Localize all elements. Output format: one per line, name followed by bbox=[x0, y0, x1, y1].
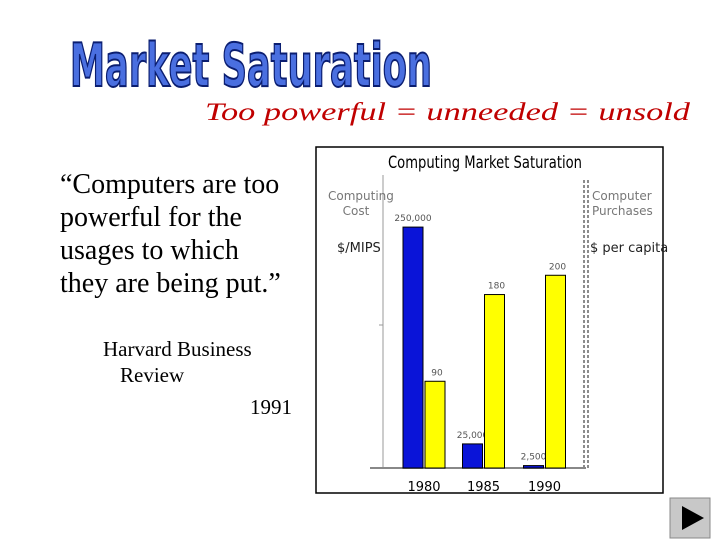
slide-subtitle: Too powerful = unneeded = unsold bbox=[205, 99, 691, 126]
bar bbox=[402, 226, 424, 469]
attribution-line: Review bbox=[120, 363, 185, 387]
value-label: 2,500 bbox=[521, 453, 547, 463]
quote-line: powerful for the bbox=[60, 202, 242, 233]
value-label: 25,000 bbox=[457, 431, 489, 441]
bar bbox=[545, 274, 566, 469]
quote-line: usages to which bbox=[60, 235, 239, 266]
attribution-line: 1991 bbox=[250, 395, 292, 419]
bar bbox=[523, 465, 544, 469]
next-arrow[interactable] bbox=[682, 506, 704, 530]
y-axis-label: Computing Cost bbox=[328, 189, 394, 218]
bar bbox=[424, 380, 446, 469]
bar bbox=[462, 443, 483, 469]
next-button[interactable] bbox=[669, 497, 711, 539]
quote-line: they are being put.” bbox=[60, 268, 281, 299]
x-tick-label: 1990 bbox=[528, 480, 561, 495]
y2-axis-label: Computer Purchases bbox=[592, 189, 653, 218]
value-label: 200 bbox=[549, 262, 566, 272]
chart-title: Computing Market Saturation bbox=[388, 153, 582, 173]
y2-axis-unit: $ per capita bbox=[590, 241, 668, 256]
y-axis-unit: $/MIPS bbox=[337, 241, 381, 256]
attribution-line: Harvard Business bbox=[103, 337, 252, 361]
quote-line: “Computers are too bbox=[60, 169, 279, 200]
value-label: 180 bbox=[488, 282, 505, 292]
slide-title: Market Saturation bbox=[70, 31, 432, 101]
value-label: 250,000 bbox=[394, 214, 431, 224]
bar bbox=[484, 294, 505, 469]
x-tick-label: 1980 bbox=[407, 480, 440, 495]
x-tick-label: 1985 bbox=[467, 480, 500, 495]
value-label: 90 bbox=[431, 368, 443, 378]
